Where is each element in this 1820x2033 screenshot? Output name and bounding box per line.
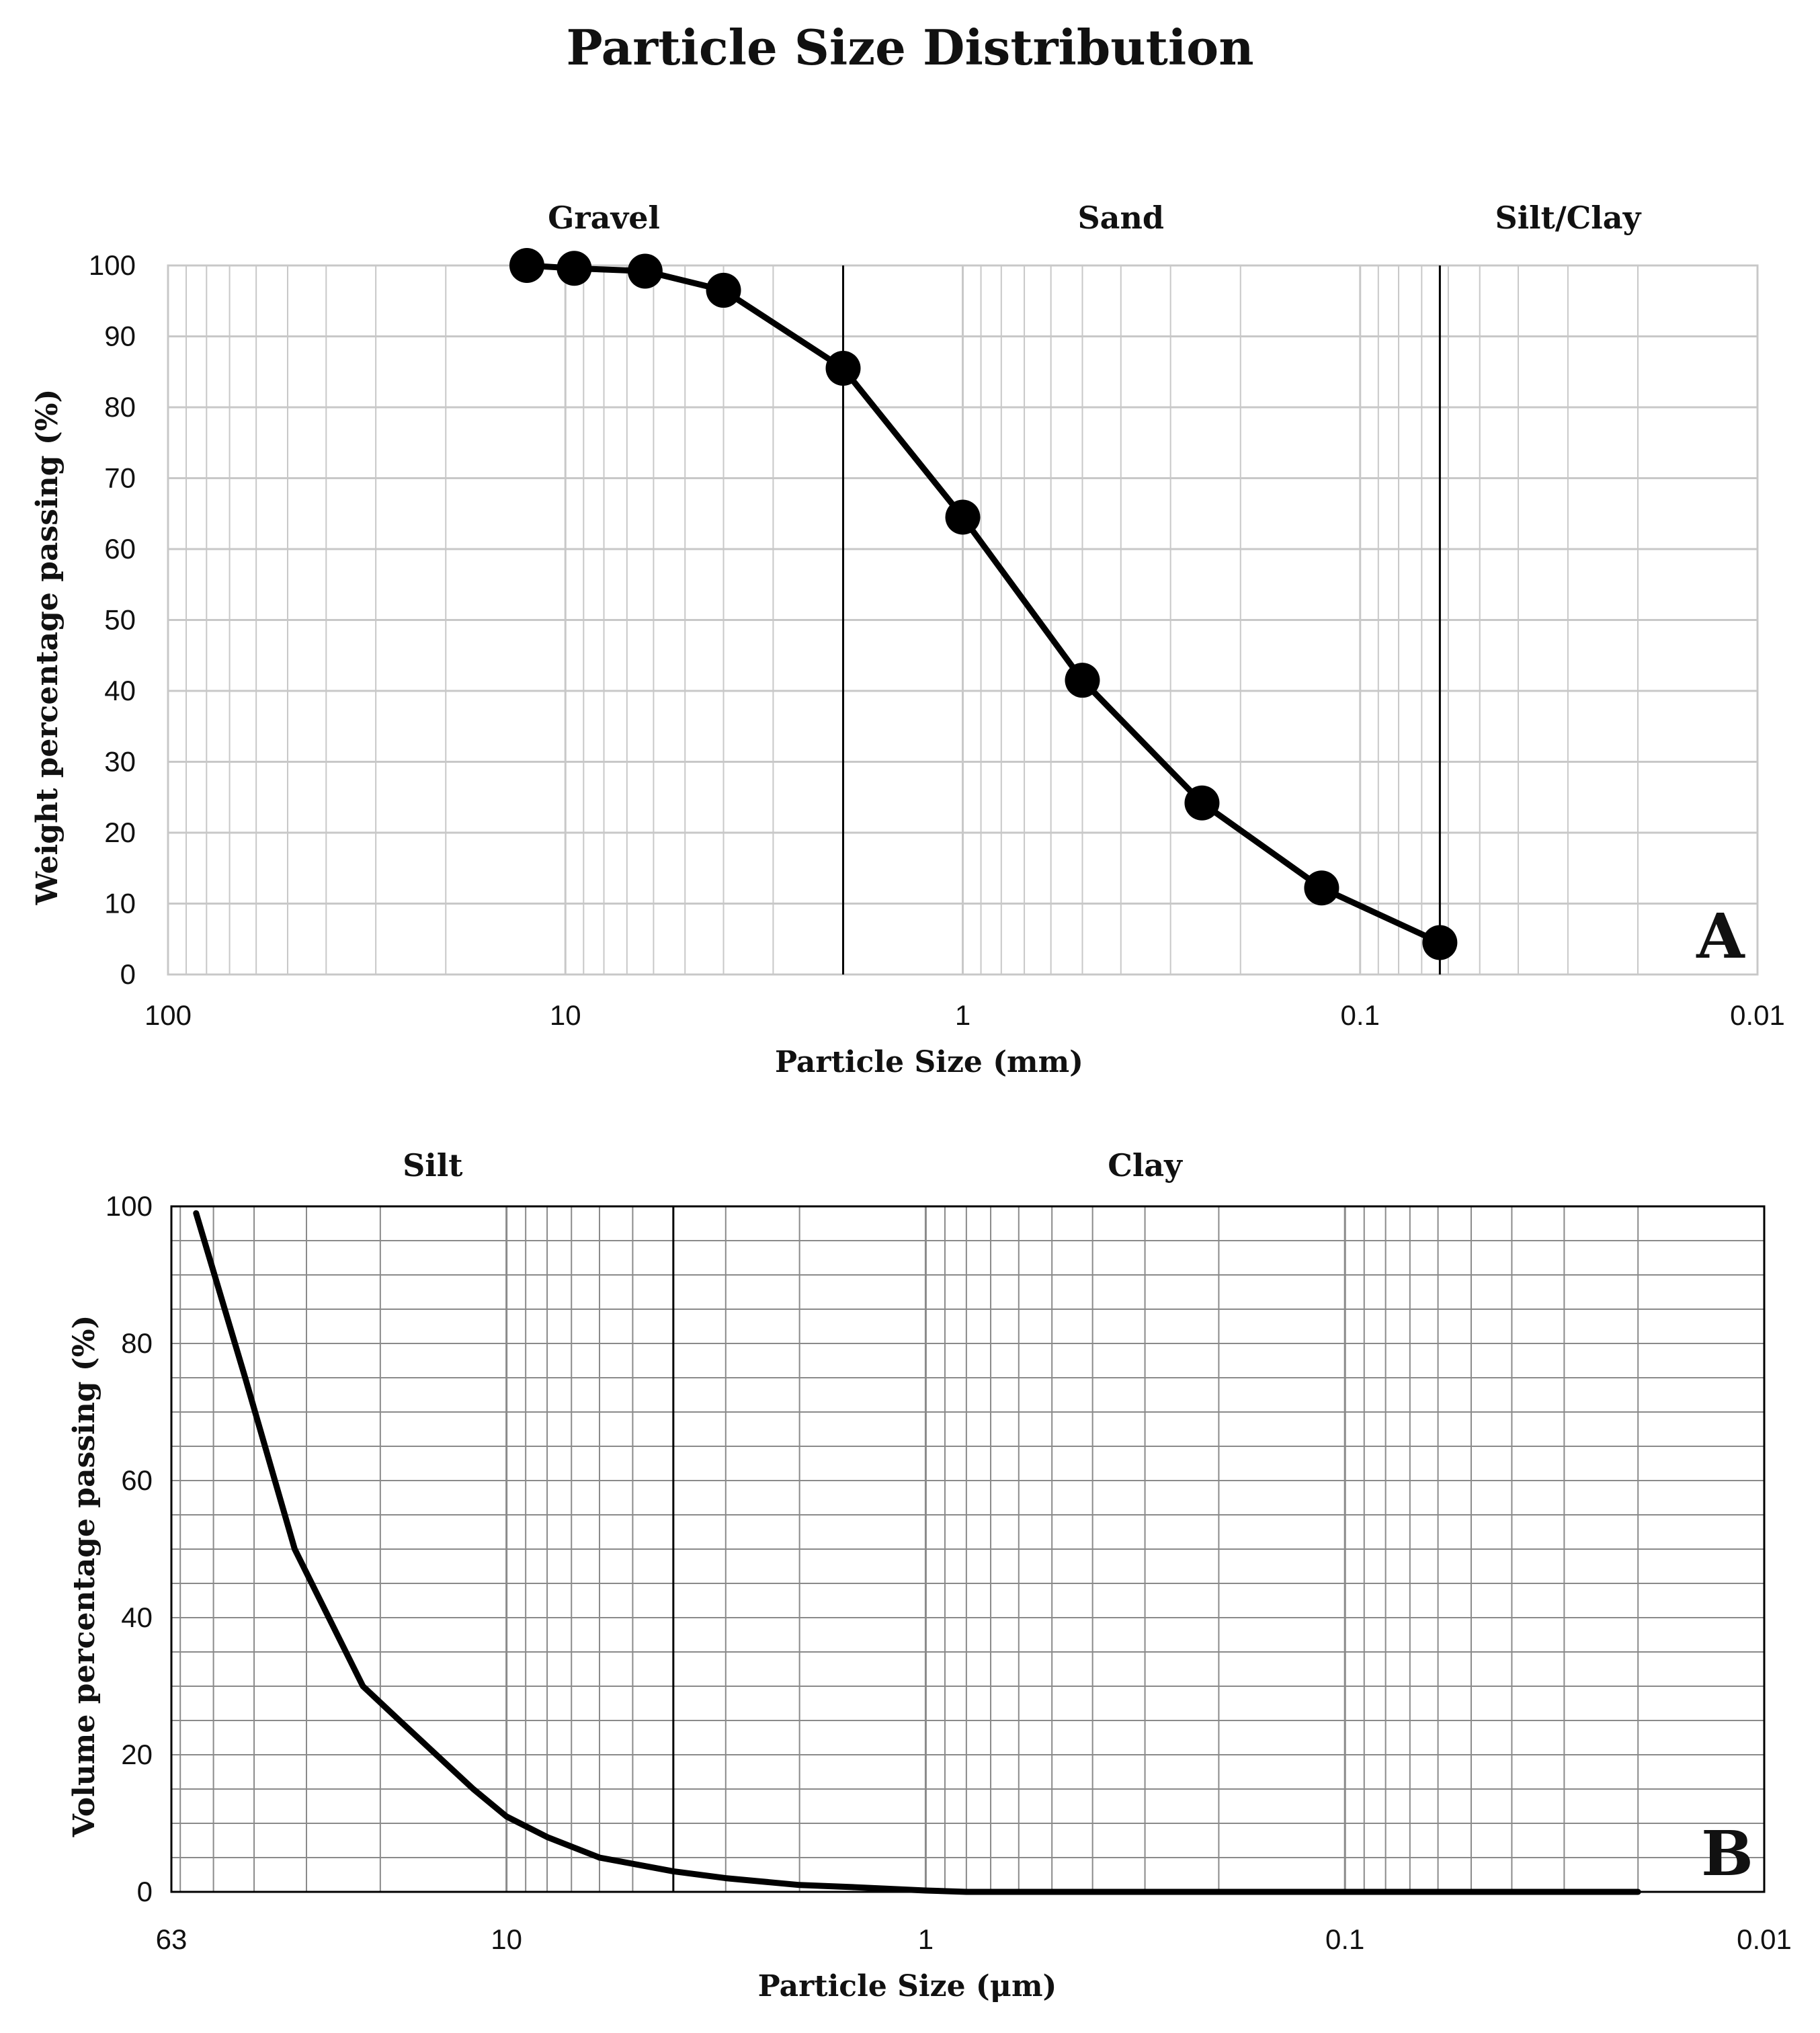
a-plot-frame <box>167 264 1759 976</box>
a-series-line <box>524 262 1443 946</box>
a-x-tick-label: 0.01 <box>1730 999 1785 1031</box>
a-data-point <box>1065 663 1100 698</box>
b-y-tick-label: 0 <box>137 1876 153 1907</box>
a-data-point <box>509 248 544 283</box>
a-x-tick-label: 100 <box>144 999 192 1031</box>
b-y-tick-label: 80 <box>121 1327 153 1359</box>
b-y-tick-label: 20 <box>121 1739 153 1770</box>
b-x-axis-title: Particle Size (μm) <box>758 1969 1057 2003</box>
a-x-axis-title: Particle Size (mm) <box>775 1045 1083 1079</box>
b-zone-label: Clay <box>1108 1147 1183 1184</box>
a-y-tick-label: 50 <box>104 604 136 636</box>
a-data-point <box>825 350 861 386</box>
a-y-tick-label: 80 <box>104 391 136 423</box>
a-data-point <box>1422 925 1458 960</box>
a-data-point <box>556 251 592 286</box>
a-data-point <box>1304 870 1339 906</box>
a-zone-label: Silt/Clay <box>1495 200 1641 236</box>
b-x-tick-label: 0.01 <box>1737 1923 1792 1955</box>
a-x-tick-label: 1 <box>955 999 970 1031</box>
a-y-tick-label: 30 <box>104 746 136 778</box>
b-y-tick-label: 60 <box>121 1464 153 1496</box>
b-x-tick-label: 1 <box>918 1923 934 1955</box>
b-zone-label: Silt <box>403 1147 463 1184</box>
b-x-tick-label: 63 <box>156 1923 188 1955</box>
b-x-tick-label: 0.1 <box>1325 1923 1364 1955</box>
b-x-tick-label: 10 <box>491 1923 522 1955</box>
a-y-tick-label: 10 <box>104 888 136 919</box>
a-panel-label: A <box>1696 900 1745 972</box>
a-zone-label: Gravel <box>548 200 660 236</box>
a-y-tick-label: 0 <box>120 958 136 990</box>
a-data-point <box>1184 785 1220 821</box>
chart-b: 0 20 40 60 80 100 63 10 1 0.1 0.01 Particle Size (μ… <box>67 1147 1792 2003</box>
a-y-tick-label: 20 <box>104 817 136 848</box>
a-data-point <box>627 253 663 289</box>
a-data-point <box>945 499 981 535</box>
a-y-tick-label: 100 <box>89 249 136 281</box>
chart-a: 0 10 20 30 40 50 60 70 80 90 100 100 10 1 0.1 0.01 Parti… <box>30 200 1785 1079</box>
a-data-point <box>706 272 741 308</box>
a-zone-label: Sand <box>1077 200 1164 236</box>
a-y-axis-title: Weight percentage passing (%) <box>30 389 65 906</box>
b-panel-label: B <box>1701 1817 1753 1890</box>
a-x-tick-label: 10 <box>550 999 581 1031</box>
b-y-tick-label: 40 <box>121 1602 153 1633</box>
a-y-tick-label: 70 <box>104 462 136 494</box>
b-series-line <box>193 1210 1641 1895</box>
a-y-tick-label: 60 <box>104 533 136 565</box>
a-y-tick-label: 40 <box>104 675 136 706</box>
a-y-tick-label: 90 <box>104 321 136 352</box>
b-y-tick-label: 100 <box>106 1190 153 1222</box>
page-title: Particle Size Distribution <box>566 19 1254 76</box>
b-y-axis-title: Volume percentage passing (%) <box>67 1315 101 1838</box>
a-x-tick-label: 0.1 <box>1341 999 1380 1031</box>
